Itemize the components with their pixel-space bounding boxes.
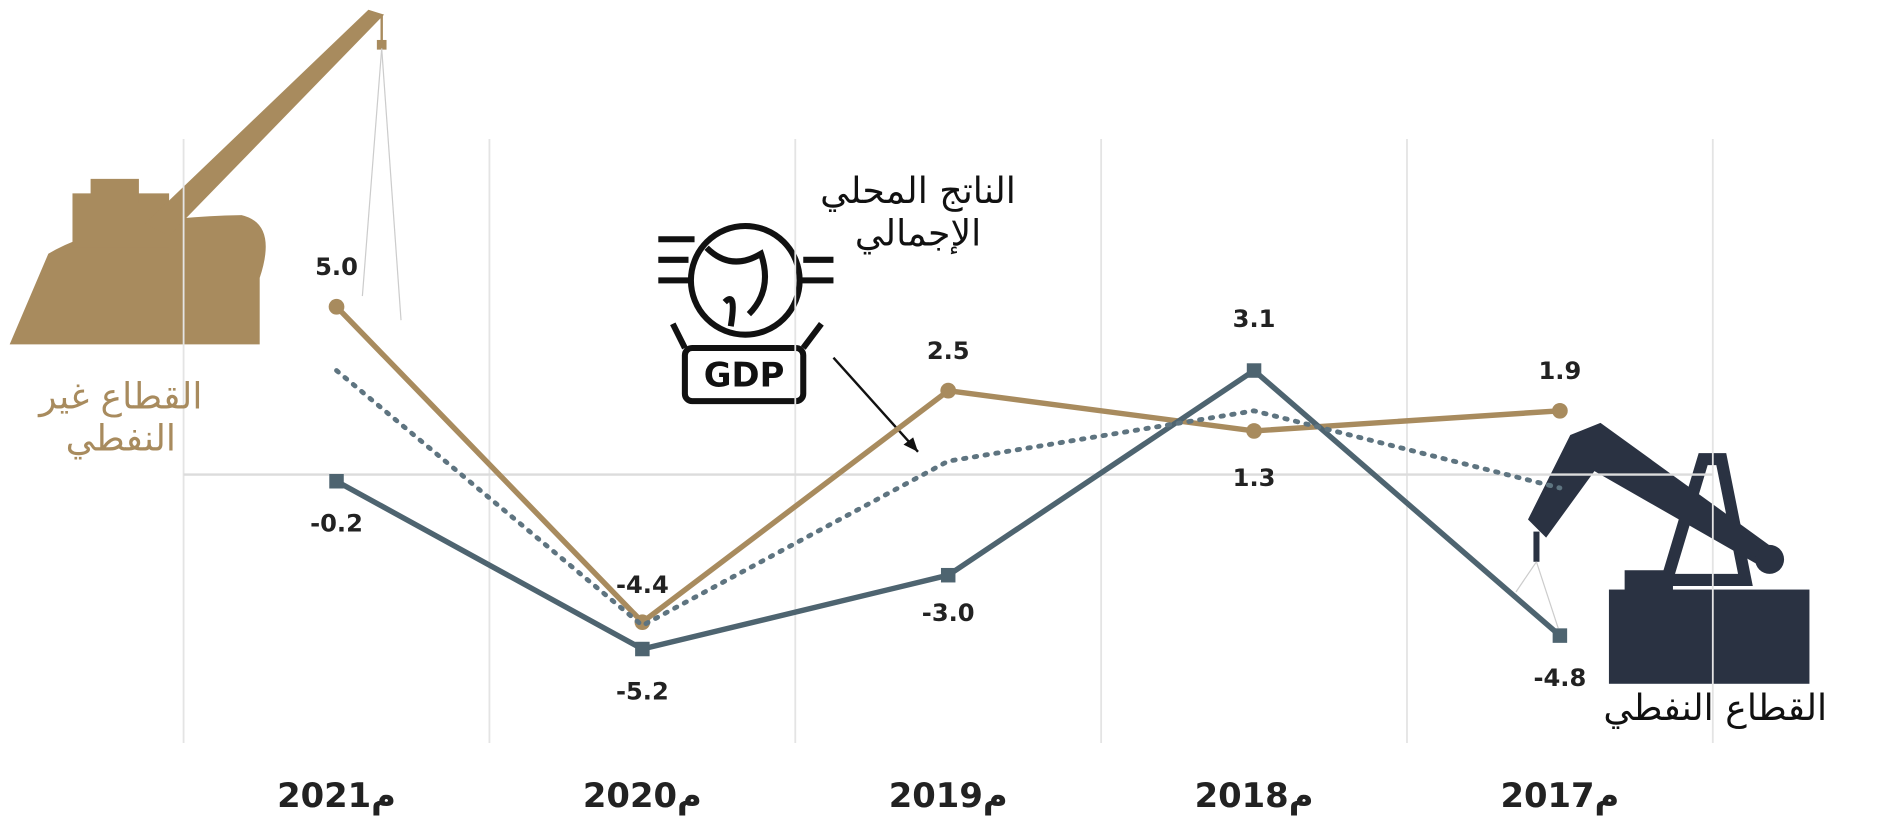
marker <box>635 641 650 657</box>
data-label: 1.9 <box>1539 357 1582 385</box>
legend-item: القطاع غير النفطي <box>39 376 203 460</box>
data-label: -3.0 <box>922 599 975 627</box>
data-label: -0.2 <box>310 510 363 538</box>
series-line <box>334 368 1563 629</box>
data-label: 5.0 <box>315 253 358 281</box>
data-label: 3.1 <box>1233 305 1276 333</box>
marker <box>328 298 345 315</box>
marker <box>329 474 344 489</box>
data-label: -5.2 <box>616 678 669 706</box>
non-oil-icon <box>9 9 402 345</box>
marker <box>1246 363 1262 378</box>
legend-item: القطاع النفطي <box>1603 688 1828 730</box>
x-tick-label: 2018م <box>1195 776 1314 816</box>
x-tick-label: 2020م <box>583 776 702 816</box>
legend-label: القطاع النفطي <box>1603 688 1828 730</box>
x-tick-label: 2019م <box>889 776 1008 816</box>
gdp-icon: GDP <box>658 222 834 405</box>
data-label: -4.8 <box>1533 664 1586 692</box>
data-label: 2.5 <box>927 337 970 365</box>
arrow <box>832 356 919 453</box>
marker <box>1552 628 1568 643</box>
marker <box>1552 402 1568 419</box>
data-label: -4.4 <box>616 571 669 599</box>
marker <box>1246 423 1262 439</box>
marker <box>940 382 957 399</box>
marker <box>634 614 651 631</box>
legend-item: الناتج المحلي الإجمالي <box>820 171 1016 255</box>
marker <box>940 567 956 583</box>
gdp-icon-text: GDP <box>704 355 785 394</box>
x-tick-label: 2017م <box>1500 776 1619 816</box>
legend-label: الناتج المحلي الإجمالي <box>820 171 1016 255</box>
oil-icon <box>1515 422 1810 684</box>
x-tick-label: 2021م <box>277 776 396 816</box>
legend-label: القطاع غير النفطي <box>39 376 203 460</box>
data-label: 1.3 <box>1233 464 1276 492</box>
